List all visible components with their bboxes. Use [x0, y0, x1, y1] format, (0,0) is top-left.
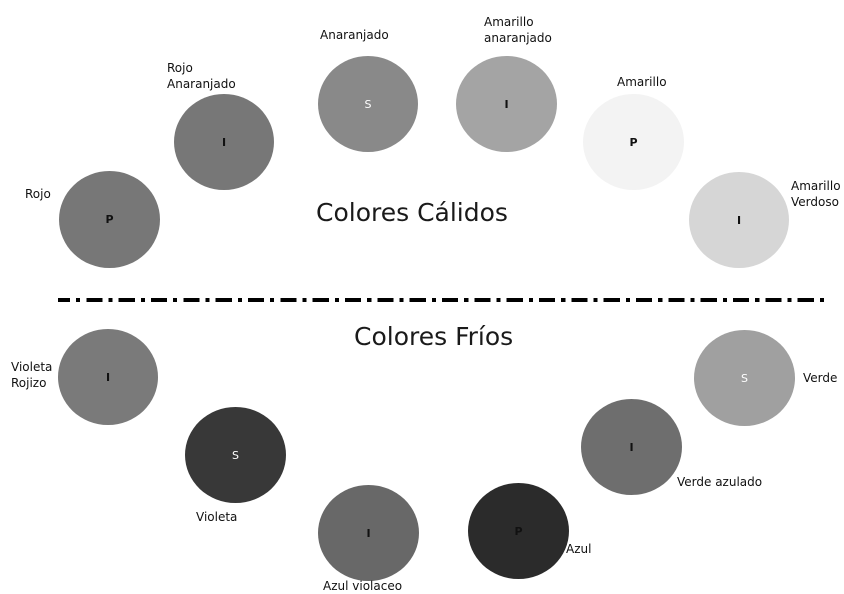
- circle-verde: S: [694, 330, 795, 426]
- circle-anaranjado: S: [318, 56, 418, 152]
- label-line: Anaranjado: [167, 77, 236, 91]
- circle-amarillo-anaranjado: I: [456, 56, 557, 152]
- circle-code: P: [514, 524, 523, 538]
- circle-code: S: [741, 371, 748, 385]
- label-rojo-anaranjado: Rojo Anaranjado: [167, 60, 236, 92]
- label-line: Amarillo: [484, 15, 534, 29]
- circle-amarillo-verdoso: I: [689, 172, 789, 268]
- label-rojo: Rojo: [25, 187, 51, 201]
- label-verde-azulado: Verde azulado: [677, 475, 763, 489]
- label-line: Verdoso: [791, 195, 839, 209]
- circle-azul: P: [468, 483, 569, 579]
- circle-rojo-anaranjado: I: [174, 94, 274, 190]
- circle-violeta: S: [185, 407, 286, 503]
- circle-code: P: [105, 213, 114, 226]
- circle-code: I: [629, 440, 634, 454]
- label-line: Amarillo: [791, 179, 841, 193]
- circle-rojo: P: [59, 171, 160, 268]
- circle-code: I: [105, 370, 111, 384]
- label-anaranjado: Anaranjado: [320, 28, 389, 42]
- circle-code: S: [364, 97, 372, 111]
- cold-colors-heading: Colores Fríos: [354, 322, 514, 351]
- label-verde: Verde: [803, 371, 838, 385]
- circle-azul-violaceo: I: [318, 485, 419, 581]
- label-line: Violeta: [11, 360, 53, 374]
- label-amarillo-anaranjado: Amarillo anaranjado: [484, 14, 552, 46]
- circle-code: I: [221, 135, 227, 149]
- label-azul: Azul: [566, 542, 592, 556]
- circle-code: S: [232, 448, 239, 462]
- dash-dot-divider: [58, 298, 828, 302]
- circle-code: I: [366, 526, 371, 540]
- label-line: Rojizo: [11, 376, 47, 390]
- circle-code: P: [629, 135, 638, 149]
- label-violeta-rojizo: Violeta Rojizo: [11, 359, 52, 391]
- label-violeta: Violeta: [196, 510, 238, 524]
- circle-code: I: [504, 97, 509, 111]
- label-line: anaranjado: [484, 31, 552, 45]
- circle-verde-azulado: I: [581, 399, 682, 495]
- circle-code: I: [736, 213, 742, 227]
- circle-violeta-rojizo: I: [58, 329, 158, 425]
- label-amarillo: Amarillo: [617, 75, 667, 89]
- label-line: Rojo: [167, 61, 193, 75]
- circle-amarillo: P: [583, 94, 684, 190]
- label-amarillo-verdoso: Amarillo Verdoso: [791, 178, 841, 210]
- warm-colors-heading: Colores Cálidos: [316, 198, 508, 227]
- label-azul-violaceo: Azul violaceo: [323, 579, 403, 593]
